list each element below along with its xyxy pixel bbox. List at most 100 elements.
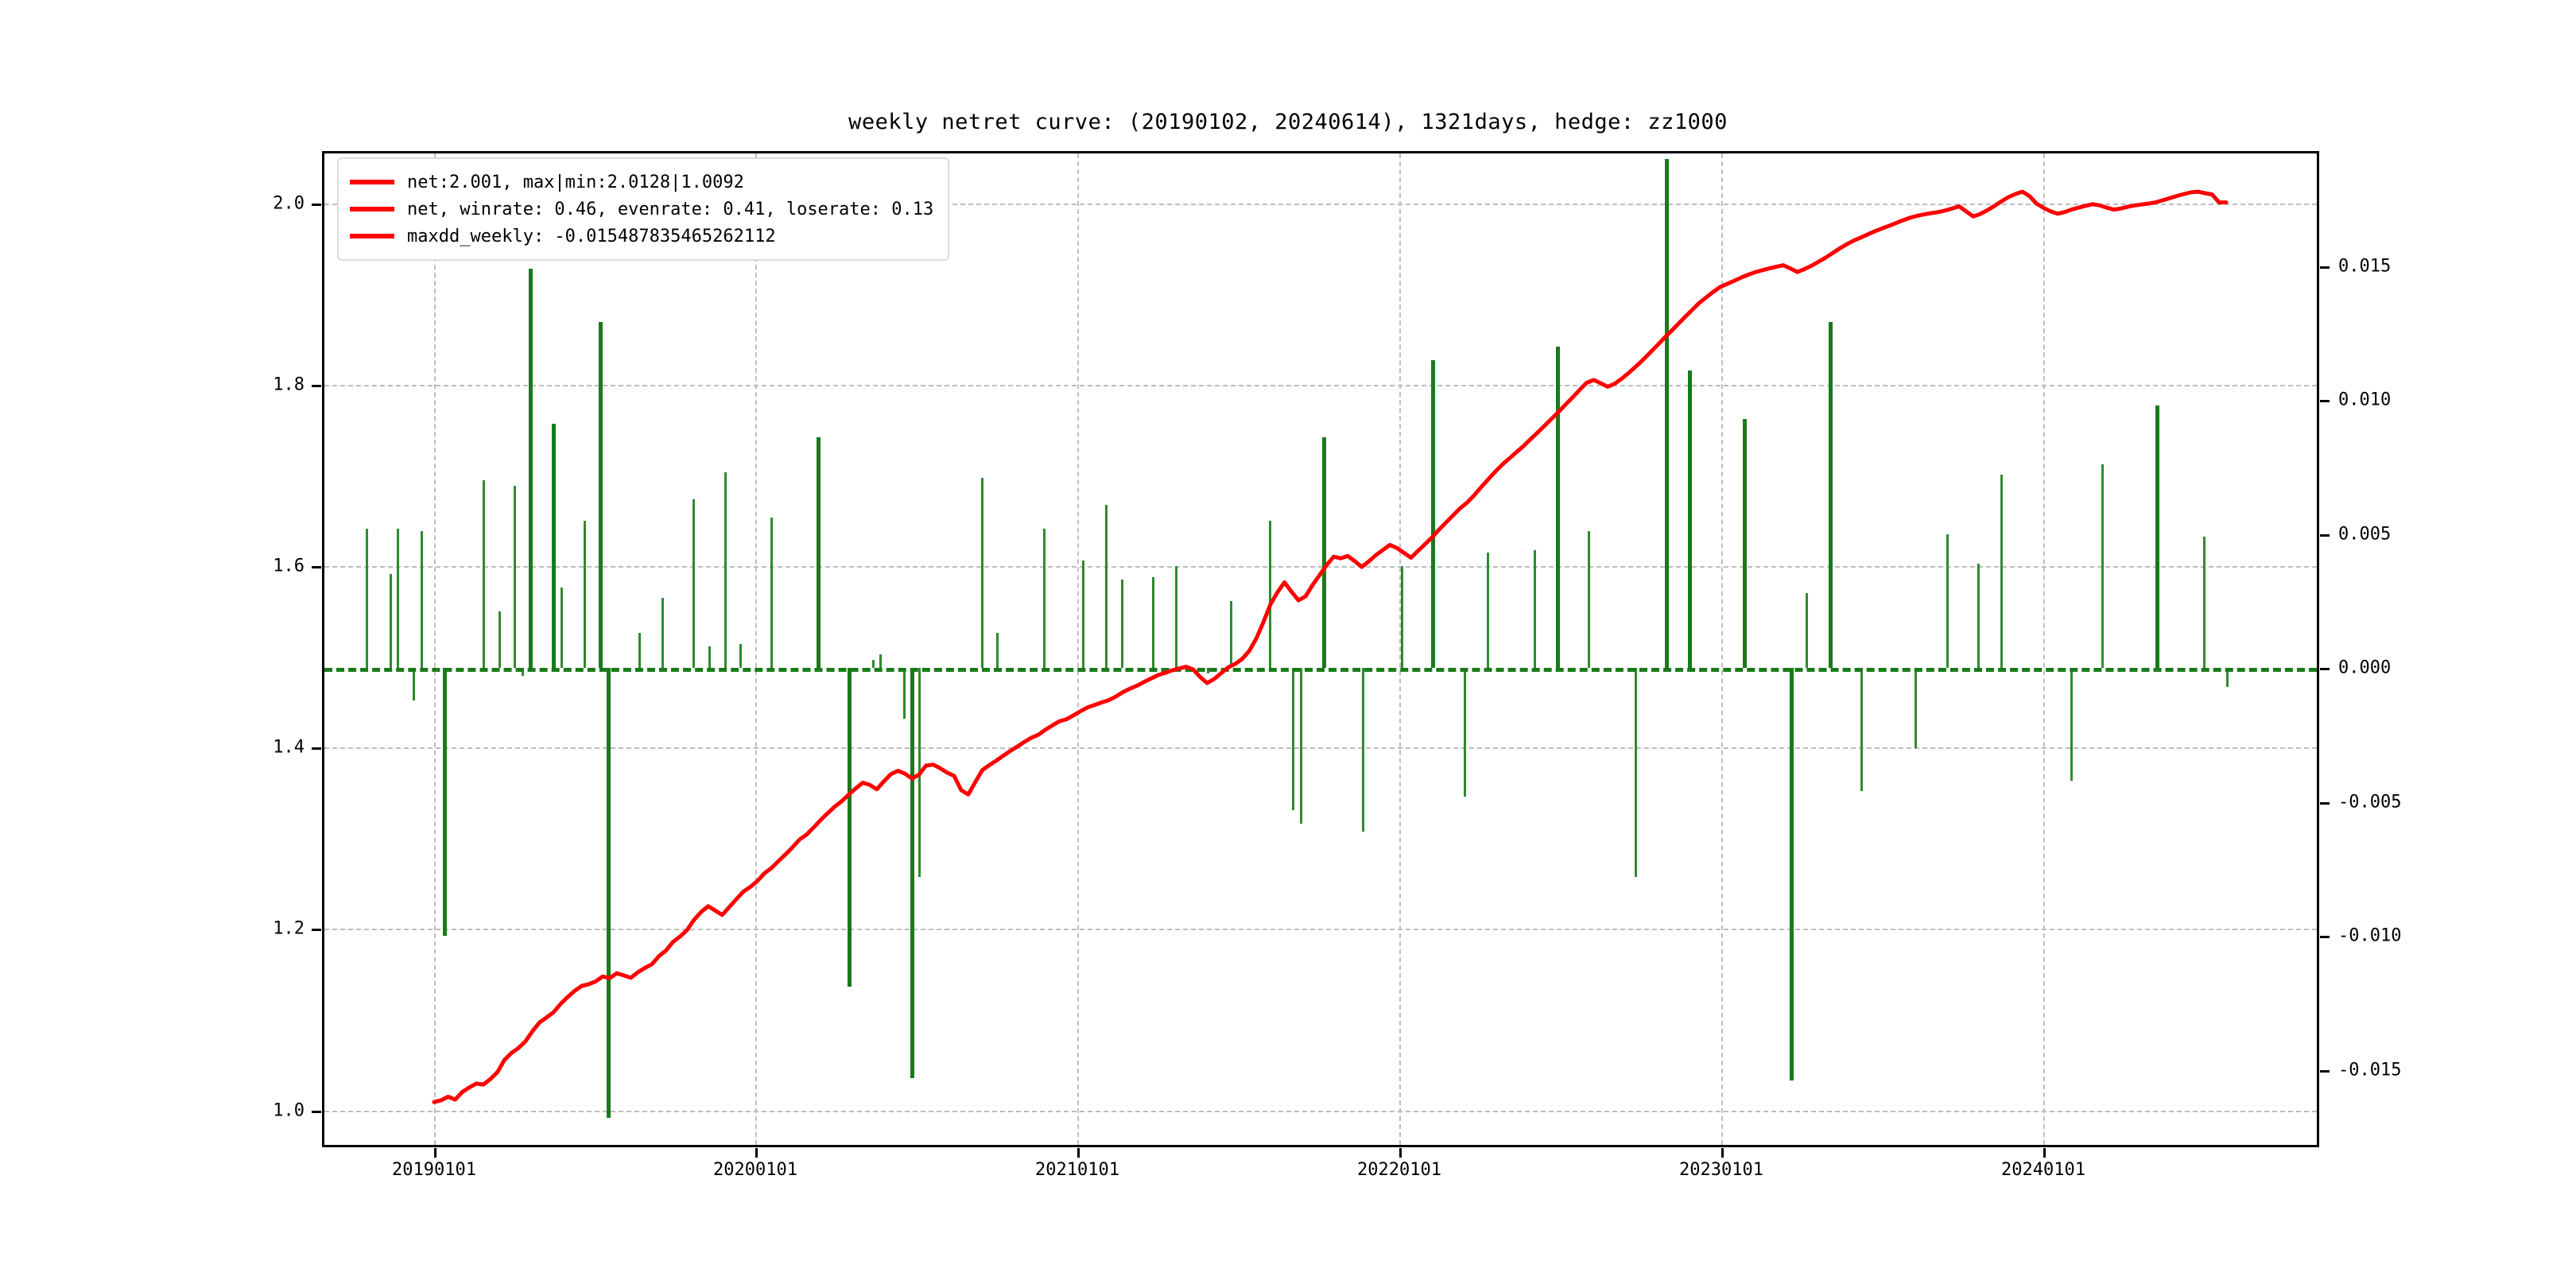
y-left-tick-label-4: 1.8: [273, 374, 305, 395]
return-bar: [1789, 668, 1794, 1081]
return-bar: [1268, 520, 1271, 669]
return-bar: [1229, 600, 1232, 669]
return-bar: [561, 587, 564, 669]
y-right-tick-label-3: 0.000: [2338, 658, 2392, 678]
return-bar: [996, 633, 999, 669]
gridline-h-5: [324, 203, 2317, 205]
return-bar: [514, 485, 517, 669]
return-bar: [1401, 566, 1404, 669]
y-right-tick-4: [2320, 533, 2330, 537]
return-bar: [522, 668, 525, 677]
return-bar: [1431, 359, 1436, 669]
return-bar: [1486, 553, 1489, 669]
y-right-tick-label-4: 0.005: [2338, 524, 2392, 545]
y-right-tick-label-0: -0.015: [2338, 1060, 2402, 1080]
return-bar: [1556, 346, 1561, 669]
return-bar: [2225, 668, 2229, 687]
x-tick-label-3: 20220101: [1357, 1160, 1441, 1180]
return-bar: [1152, 576, 1155, 669]
gridline-h-0: [324, 1110, 2317, 1112]
return-bar: [420, 531, 423, 669]
x-tick-5: [2043, 1148, 2046, 1158]
y-right-tick-1: [2320, 936, 2330, 939]
x-tick-label-1: 20200101: [713, 1160, 797, 1180]
return-bar: [1081, 561, 1084, 669]
return-bar: [1915, 668, 1918, 749]
y-right-tick-label-6: 0.015: [2338, 256, 2392, 277]
return-bar: [980, 477, 983, 669]
gridline-v-2: [1077, 153, 1079, 1145]
return-bar: [599, 322, 603, 669]
return-bar: [528, 268, 533, 669]
return-bar: [606, 668, 611, 1119]
y-left-tick-4: [312, 384, 321, 387]
return-bar: [871, 659, 875, 669]
x-tick-label-2: 20210101: [1035, 1160, 1119, 1180]
return-bar: [1292, 668, 1295, 810]
return-bar: [1120, 579, 1123, 669]
legend-line-swatch-net: [350, 180, 394, 184]
legend-line-swatch-winrate: [350, 207, 394, 211]
gridline-v-1: [755, 153, 757, 1145]
return-bar: [1946, 533, 1949, 669]
net-curve-line: [432, 189, 2229, 1104]
return-bar: [879, 654, 883, 669]
return-bar: [1322, 437, 1327, 669]
y-left-tick-5: [312, 203, 321, 206]
return-bar: [770, 518, 774, 669]
return-bar: [552, 424, 557, 669]
return-bar: [1634, 668, 1637, 877]
y-right-tick-label-1: -0.010: [2338, 925, 2402, 946]
x-tick-0: [434, 1148, 436, 1158]
y-left-tick-2: [312, 747, 321, 751]
y-right-tick-6: [2320, 266, 2330, 269]
y-left-tick-label-5: 2.0: [273, 193, 305, 214]
return-bar: [902, 668, 906, 720]
return-bar: [2070, 668, 2074, 781]
y-right-tick-label-5: 0.010: [2338, 390, 2392, 410]
y-left-tick-label-0: 1.0: [273, 1100, 305, 1121]
return-bar: [1828, 322, 1833, 669]
plot-inner: [324, 153, 2317, 1145]
gridline-v-3: [1399, 153, 1401, 1145]
legend-item-maxdd: maxdd_weekly: -0.015487835465262112: [350, 223, 933, 250]
return-bar: [389, 574, 392, 669]
return-bar: [692, 499, 696, 669]
legend-label-winrate: net, winrate: 0.46, evenrate: 0.41, lose…: [407, 199, 934, 219]
gridline-v-4: [1721, 153, 1723, 1145]
chart-title: weekly netret curve: (20190102, 20240614…: [848, 110, 1728, 134]
net-curve-svg: [432, 189, 2229, 1104]
plot-area: [322, 151, 2319, 1147]
legend-item-net: net:2.001, max|min:2.0128|1.0092: [350, 169, 933, 196]
gridline-h-3: [324, 566, 2317, 568]
gridline-h-1: [324, 929, 2317, 931]
x-tick-label-5: 20240101: [2001, 1160, 2085, 1180]
return-bar: [2202, 536, 2206, 669]
legend-item-winrate: net, winrate: 0.46, evenrate: 0.41, lose…: [350, 196, 933, 223]
gridline-v-0: [434, 153, 436, 1145]
y-right-tick-0: [2320, 1069, 2330, 1073]
y-left-tick-label-3: 1.6: [273, 556, 305, 576]
gridline-h-2: [324, 747, 2317, 750]
y-right-tick-label-2: -0.005: [2338, 792, 2402, 813]
return-bar: [584, 520, 587, 669]
return-bar: [366, 528, 369, 669]
y-left-tick-3: [312, 566, 321, 569]
return-bar: [848, 668, 852, 987]
zero-reference-line: [324, 668, 2317, 673]
return-bar: [2155, 405, 2159, 669]
legend-line-swatch-maxdd: [350, 234, 394, 239]
return-bar: [739, 643, 743, 669]
legend-label-net: net:2.001, max|min:2.0128|1.0092: [407, 172, 744, 192]
return-bar: [1665, 158, 1670, 669]
return-bar: [1105, 504, 1108, 669]
y-left-tick-label-2: 1.4: [273, 737, 305, 758]
x-tick-4: [1721, 1148, 1724, 1158]
y-right-tick-5: [2320, 400, 2330, 403]
x-tick-3: [1399, 1148, 1402, 1158]
return-bar: [2101, 464, 2105, 669]
return-bar: [1806, 592, 1809, 669]
return-bar: [483, 480, 486, 669]
x-tick-label-4: 20230101: [1679, 1160, 1763, 1180]
return-bar: [443, 668, 448, 937]
